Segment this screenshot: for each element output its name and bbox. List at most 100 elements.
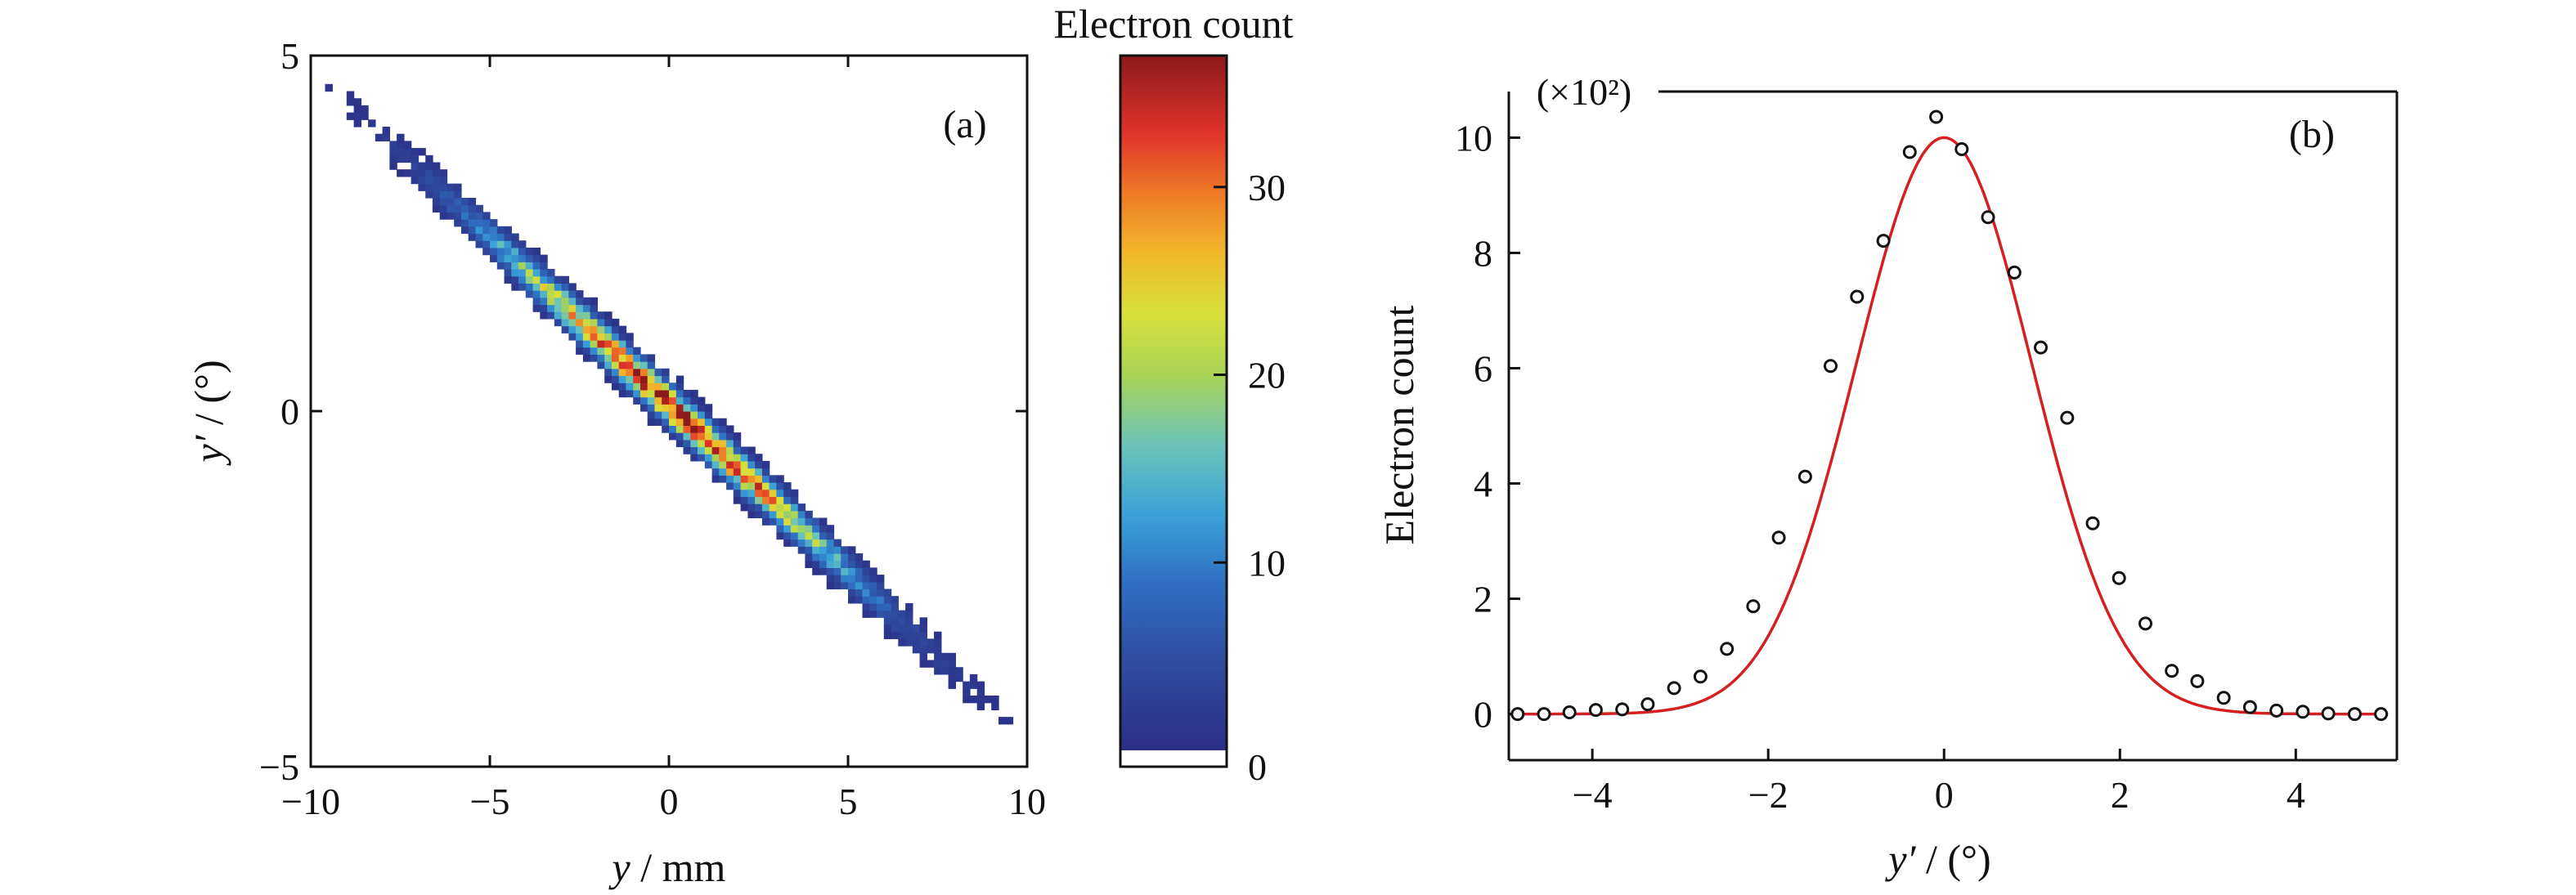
heatmap-cell [797,531,806,540]
heatmap-cell [976,681,985,689]
heatmap-cell [640,354,648,362]
heatmap-cell [761,482,770,490]
heatmap-cell [461,226,469,235]
heatmap-cell [590,325,598,333]
heatmap-cell [877,610,885,618]
heatmap-cell [790,517,799,526]
heatmap-cell [447,204,455,213]
heatmap-cell [662,375,670,383]
data-point [1771,530,1786,545]
heatmap-cell [769,475,777,483]
y-tick-label: 0 [280,391,299,432]
heatmap-cell [940,660,949,668]
heatmap-cell [518,283,527,291]
heatmap-cell [675,439,684,448]
heatmap-cell [475,226,483,235]
heatmap-cell [776,482,784,490]
heatmap-cell [826,525,835,533]
heatmap-cell [826,553,835,562]
heatmap-cell [783,539,792,547]
heatmap-cell [877,575,885,583]
data-point [2165,664,2179,678]
heatmap-cell [848,575,856,583]
heatmap-cell [640,404,648,412]
heatmap-cell [647,368,656,377]
heatmap-cell [805,539,813,547]
heatmap-cell [403,148,412,156]
heatmap-cell [833,575,841,583]
y-tick-label: 8 [1474,232,1492,274]
heatmap-cell [969,696,978,704]
heatmap-cell [582,297,591,306]
heatmap-cell [361,105,369,114]
heatmap-cell [561,304,569,312]
heatmap-cell [525,283,534,291]
heatmap-cell [382,127,390,135]
heatmap-cell [862,581,870,590]
heatmap-cell [611,340,620,348]
heatmap-cell [490,240,498,248]
heatmap-cell [582,340,591,348]
heatmap-cell [662,404,670,412]
heatmap-cell [877,596,885,604]
y-tick-label: 0 [1474,694,1492,736]
heatmap-cell [719,446,727,454]
heatmap-cell [654,375,662,383]
heatmap-cell [389,141,397,149]
heatmap-cell [797,546,806,554]
heatmap-cell [783,482,792,490]
heatmap-cell [862,575,870,583]
heatmap-cell [855,575,864,583]
heatmap-cell [397,154,405,163]
heatmap-cell [848,553,856,562]
heatmap-cell [790,525,799,533]
heatmap-cell [547,290,555,298]
heatmap-cell [883,602,892,611]
heatmap-cell [540,262,548,270]
heatmap-cell [812,531,820,540]
heatmap-cell [769,482,777,490]
colorbar-tick-label: 0 [1248,746,1267,788]
heatmap-cell [733,460,742,469]
heatmap-cell [740,503,748,512]
heatmap-cell [618,375,627,383]
heatmap-cell [633,368,641,377]
data-point [2138,616,2152,631]
heatmap-cell [869,610,877,618]
heatmap-cell [690,389,698,398]
heatmap-cell [675,425,684,433]
heatmap-cell [525,262,534,270]
colorbar-tick-label: 20 [1248,355,1286,396]
heatmap-cell [769,510,777,519]
heatmap-cell [898,610,906,618]
heatmap-cell [797,510,806,519]
panel-b-y-axis-label: Electron count [1376,305,1422,544]
heatmap-cell [841,581,849,590]
heatmap-cell [654,368,662,377]
heatmap-cell [704,446,713,454]
heatmap-cell [698,454,706,462]
heatmap-cell [525,290,534,298]
heatmap-cell [934,631,942,639]
heatmap-cell [540,269,548,277]
x-tick-label: 2 [2111,774,2129,816]
heatmap-cell [883,596,892,604]
panel-a-y-ticks: −5 0 5 [259,35,1027,788]
heatmap-cell [805,525,813,533]
heatmap-cell [927,638,935,647]
heatmap-cell [919,660,927,668]
heatmap-cell [496,233,505,241]
data-point [1615,702,1630,717]
heatmap-cell [976,688,985,696]
heatmap-cell [869,575,877,583]
heatmap-cell [432,169,441,177]
data-point [1562,705,1577,719]
heatmap-cell [719,418,727,426]
heatmap-cell [626,389,634,398]
heatmap-cell [475,219,483,227]
heatmap-cell [683,439,691,448]
heatmap-cell [654,404,662,412]
heatmap-cell [963,696,971,704]
heatmap-cell [719,475,727,483]
colorbar-tick-label: 30 [1248,167,1286,208]
